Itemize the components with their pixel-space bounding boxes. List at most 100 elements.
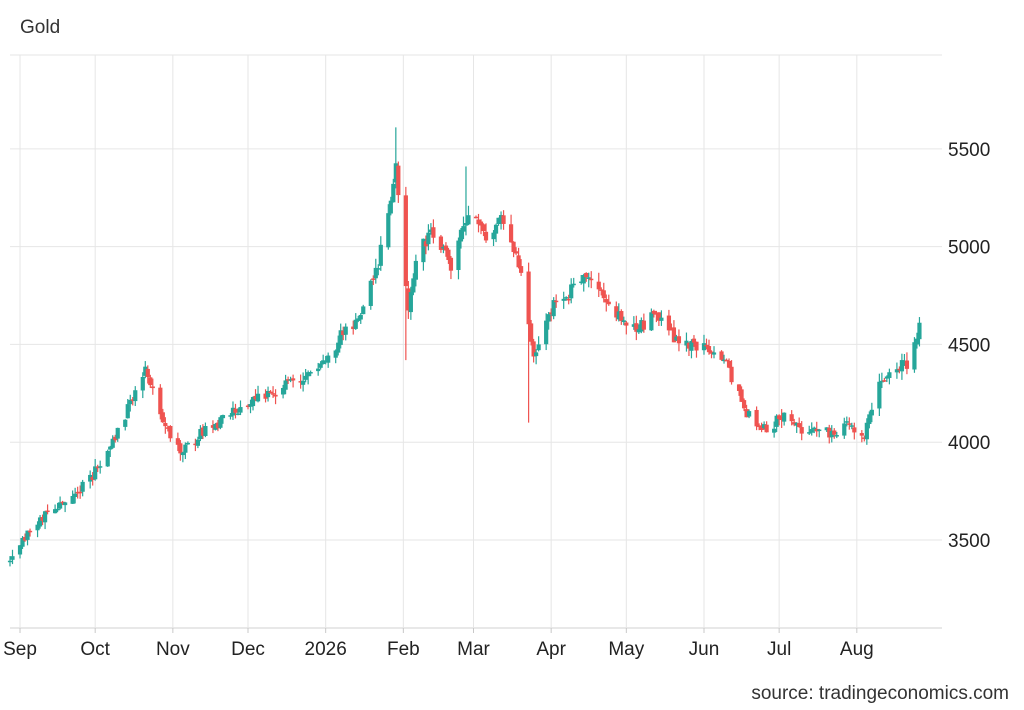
candle-down xyxy=(95,464,100,473)
candle-up xyxy=(461,216,466,240)
candle-down xyxy=(78,485,83,499)
candle-up xyxy=(762,421,767,430)
candle-down xyxy=(40,514,45,526)
candle-body xyxy=(175,438,180,445)
candle-up xyxy=(198,425,203,442)
candle-body xyxy=(842,423,847,436)
candle-body xyxy=(817,429,822,432)
candle-down xyxy=(654,310,659,323)
candle-down xyxy=(22,533,28,542)
x-tick-label: Jun xyxy=(689,639,720,660)
candle-body xyxy=(250,396,256,407)
candle-body xyxy=(110,438,115,448)
candle-up xyxy=(774,414,779,432)
candle-body xyxy=(180,452,185,456)
candle-body xyxy=(215,422,221,429)
candle-down xyxy=(814,421,819,437)
chart-title: Gold xyxy=(20,17,60,38)
candle-body xyxy=(406,288,411,311)
candle-down xyxy=(792,418,797,427)
candle-body xyxy=(631,324,636,327)
candle-body xyxy=(396,165,401,196)
candle-up xyxy=(218,415,223,430)
candle-body xyxy=(496,217,501,224)
candle-up xyxy=(829,425,834,443)
candle-up xyxy=(456,237,461,280)
candle-up xyxy=(98,460,103,474)
candle-body xyxy=(586,277,591,279)
candle-down xyxy=(476,213,481,233)
candle-body xyxy=(60,501,65,504)
candle-down xyxy=(777,414,782,426)
candle-down xyxy=(691,335,697,347)
candle-body xyxy=(589,278,594,281)
candle-body xyxy=(210,425,216,428)
candle-body xyxy=(338,330,343,345)
candle-down xyxy=(634,315,639,341)
x-tick-label: Nov xyxy=(156,639,190,660)
candle-body xyxy=(376,268,381,270)
candle-body xyxy=(551,300,556,317)
candle-up xyxy=(561,291,566,309)
candle-up xyxy=(333,349,338,364)
candle-body xyxy=(461,226,466,232)
candle-up xyxy=(70,490,75,504)
x-tick-label: Apr xyxy=(536,639,566,660)
candle-body xyxy=(744,409,749,418)
candle-body xyxy=(513,251,519,254)
candle-body xyxy=(616,311,621,320)
candle-body xyxy=(373,267,378,279)
candle-up xyxy=(180,451,185,463)
candle-up xyxy=(288,376,293,383)
candle-down xyxy=(518,259,524,277)
candle-down xyxy=(744,404,749,418)
candle-down xyxy=(478,219,484,235)
candles xyxy=(7,127,922,567)
candle-up xyxy=(877,373,882,417)
y-tick-label: 5000 xyxy=(948,238,990,259)
candle-down xyxy=(704,338,709,350)
candle-body xyxy=(17,545,23,555)
candle-down xyxy=(789,410,794,426)
candle-body xyxy=(423,241,428,247)
candle-down xyxy=(291,374,296,388)
candle-body xyxy=(859,433,864,436)
candle-down xyxy=(549,308,554,322)
candle-up xyxy=(894,362,900,379)
candle-up xyxy=(546,311,551,330)
candle-body xyxy=(534,352,539,357)
candle-body xyxy=(867,414,872,425)
candle-down xyxy=(508,214,514,243)
candle-up xyxy=(353,313,358,330)
candle-body xyxy=(27,530,33,533)
candle-body xyxy=(671,327,677,343)
candle-up xyxy=(35,521,40,538)
candle-body xyxy=(145,368,150,377)
candle-down xyxy=(130,396,135,406)
candle-body xyxy=(230,407,236,416)
candle-body xyxy=(95,466,100,469)
candle-up xyxy=(58,496,63,510)
candle-body xyxy=(353,319,358,329)
candle-body xyxy=(529,323,534,342)
candle-body xyxy=(265,390,271,398)
candle-up xyxy=(899,353,905,380)
candle-body xyxy=(549,312,554,315)
candle-down xyxy=(624,320,629,335)
candle-body xyxy=(371,278,376,280)
candle-up xyxy=(230,401,236,420)
candle-body xyxy=(614,306,619,318)
candle-body xyxy=(113,436,118,441)
candle-body xyxy=(704,344,709,347)
candle-body xyxy=(666,315,672,331)
candle-up xyxy=(17,544,23,559)
source-label: source: tradingeconomics.com xyxy=(751,683,1009,704)
candle-body xyxy=(268,391,273,394)
candle-body xyxy=(641,320,646,330)
candle-body xyxy=(694,341,699,351)
candle-body xyxy=(674,336,679,341)
candle-body xyxy=(852,427,857,433)
candle-up xyxy=(621,316,626,326)
candle-body xyxy=(88,474,93,482)
